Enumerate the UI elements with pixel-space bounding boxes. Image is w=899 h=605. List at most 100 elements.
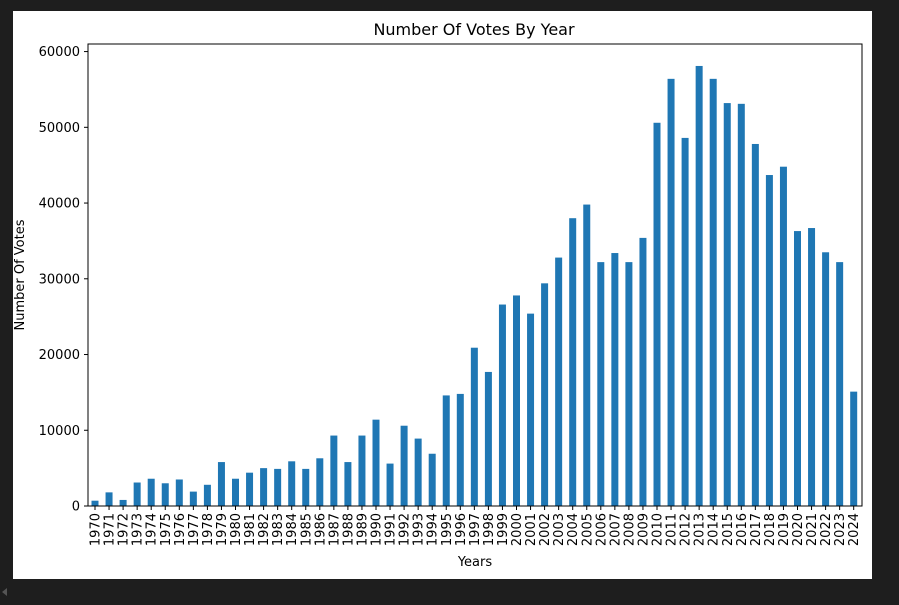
bar-2000 bbox=[513, 295, 520, 506]
x-tick-label: 2001 bbox=[524, 513, 539, 546]
top-panel-strip bbox=[0, 0, 899, 11]
x-tick-label: 1994 bbox=[426, 513, 441, 546]
bar-2006 bbox=[597, 262, 605, 506]
x-tick-label: 2005 bbox=[580, 513, 595, 546]
x-tick-label: 1981 bbox=[243, 513, 258, 546]
bar-2020 bbox=[794, 231, 801, 506]
x-tick-label: 2011 bbox=[665, 513, 680, 546]
x-tick-label: 2008 bbox=[622, 513, 637, 546]
bar-1992 bbox=[400, 425, 408, 506]
x-tick-label: 2010 bbox=[651, 513, 666, 546]
x-tick-label: 1998 bbox=[482, 513, 497, 546]
y-tick-label: 0 bbox=[72, 500, 80, 515]
bar-1971 bbox=[105, 492, 113, 506]
bar-1981 bbox=[246, 472, 254, 506]
x-tick-label: 1979 bbox=[215, 513, 230, 546]
bar-2005 bbox=[583, 204, 591, 506]
x-tick-label: 2015 bbox=[721, 513, 736, 546]
bar-1983 bbox=[274, 468, 282, 506]
chart-title: Number Of Votes By Year bbox=[373, 20, 575, 39]
x-tick-label: 1997 bbox=[468, 513, 483, 546]
y-tick-label: 60000 bbox=[39, 45, 80, 60]
figure-canvas: Number Of Votes By Year 0 10000 20000 30000… bbox=[13, 11, 872, 579]
y-tick-label: 50000 bbox=[39, 121, 80, 136]
x-tick-label: 1976 bbox=[173, 513, 188, 546]
bar-2021 bbox=[808, 228, 816, 507]
x-tick-label: 1975 bbox=[159, 513, 174, 546]
x-tick-label: 1990 bbox=[370, 513, 385, 546]
x-tick-label: 2016 bbox=[735, 513, 750, 546]
bar-2022 bbox=[822, 252, 830, 506]
bar-chart: Number Of Votes By Year 0 10000 20000 30000… bbox=[13, 20, 863, 570]
bar-2001 bbox=[527, 313, 535, 506]
x-tick-label: 1992 bbox=[398, 513, 413, 546]
y-tick-label: 40000 bbox=[39, 197, 80, 212]
x-tick-label: 1983 bbox=[271, 513, 286, 546]
bar-1996 bbox=[456, 393, 464, 506]
bar-1979 bbox=[217, 462, 225, 506]
bar-1988 bbox=[344, 462, 352, 506]
bar-2007 bbox=[611, 253, 619, 506]
x-axis-label: Years bbox=[457, 555, 493, 570]
bar-1998 bbox=[484, 371, 492, 506]
bar-1975 bbox=[161, 483, 169, 506]
y-tick-label: 20000 bbox=[39, 348, 80, 363]
bar-1977 bbox=[189, 491, 197, 506]
x-tick-label: 1970 bbox=[89, 513, 104, 546]
x-tick-label: 1999 bbox=[496, 513, 511, 546]
bar-2013 bbox=[695, 65, 703, 507]
x-tick-label: 2018 bbox=[763, 513, 778, 546]
bar-1997 bbox=[470, 347, 478, 506]
x-tick-label: 2024 bbox=[847, 513, 862, 546]
y-axis-ticks: 0 10000 20000 30000 40000 50000 60000 bbox=[39, 45, 88, 515]
bar-1990 bbox=[372, 419, 380, 506]
x-tick-label: 1989 bbox=[355, 513, 370, 546]
x-tick-label: 2009 bbox=[636, 513, 651, 546]
bar-2008 bbox=[625, 262, 633, 506]
x-tick-label: 2017 bbox=[749, 513, 764, 546]
x-tick-label: 1987 bbox=[327, 513, 342, 546]
bar-2002 bbox=[541, 283, 549, 506]
y-axis-label: Number Of Votes bbox=[13, 219, 28, 330]
x-tick-label: 1977 bbox=[187, 513, 202, 546]
y-tick-label: 30000 bbox=[39, 272, 80, 287]
x-tick-label: 1980 bbox=[229, 513, 244, 546]
bar-2003 bbox=[555, 257, 563, 506]
bar-1991 bbox=[386, 463, 394, 506]
bar-1999 bbox=[498, 304, 506, 506]
x-tick-label: 2019 bbox=[777, 513, 792, 546]
x-tick-label: 2000 bbox=[510, 513, 525, 546]
x-tick-label: 2012 bbox=[679, 513, 694, 546]
bar-2017 bbox=[751, 143, 759, 506]
x-tick-label: 1974 bbox=[145, 513, 160, 546]
bar-1982 bbox=[260, 468, 268, 506]
bar-2018 bbox=[765, 175, 773, 506]
scroll-left-arrow-icon[interactable] bbox=[2, 588, 7, 596]
x-tick-label: 1993 bbox=[412, 513, 427, 546]
bar-1993 bbox=[414, 438, 422, 506]
bar-2014 bbox=[709, 78, 717, 506]
bar-2012 bbox=[681, 137, 689, 506]
x-tick-label: 1973 bbox=[131, 513, 146, 546]
x-tick-label: 2006 bbox=[594, 513, 609, 546]
x-tick-label: 2023 bbox=[833, 513, 848, 546]
bar-1986 bbox=[316, 458, 324, 506]
bar-1974 bbox=[147, 478, 155, 506]
plot-frame bbox=[87, 43, 863, 507]
bar-2024 bbox=[850, 391, 858, 506]
bar-1987 bbox=[330, 435, 338, 506]
x-tick-label: 2020 bbox=[791, 513, 806, 546]
bar-1994 bbox=[428, 453, 436, 506]
x-tick-label: 2014 bbox=[707, 513, 722, 546]
x-tick-label: 2002 bbox=[538, 513, 553, 546]
x-tick-label: 1978 bbox=[201, 513, 216, 546]
bar-2004 bbox=[569, 218, 577, 506]
bar-1984 bbox=[288, 461, 296, 506]
x-tick-label: 1995 bbox=[440, 513, 455, 546]
bar-2011 bbox=[667, 78, 675, 506]
bars-group bbox=[91, 65, 858, 507]
x-tick-label: 1982 bbox=[257, 513, 272, 546]
x-tick-label: 1988 bbox=[341, 513, 356, 546]
bar-2016 bbox=[737, 103, 745, 506]
x-tick-label: 1996 bbox=[454, 513, 469, 546]
